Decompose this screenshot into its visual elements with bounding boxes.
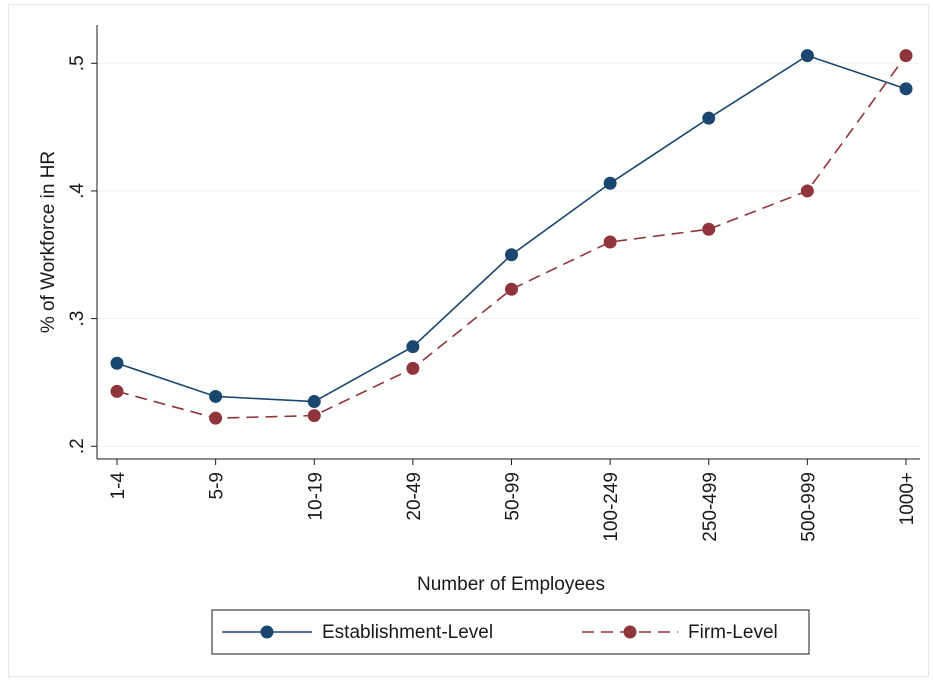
series-0-point-5	[603, 176, 617, 190]
x-ticks: 1-4 5-9 10-19 20-49 50-99 100-249 250-499 500-9…	[108, 459, 918, 542]
legend-marker-0	[260, 625, 274, 639]
x-tick-label-8: 1000+	[897, 472, 918, 525]
series-1-point-0	[110, 384, 124, 398]
series-0-point-6	[702, 111, 716, 125]
series-0-point-4	[505, 248, 518, 262]
chart-border	[8, 4, 929, 677]
series-1-point-8	[899, 49, 913, 63]
x-tick-label-3: 20-49	[404, 472, 425, 521]
series-0-point-1	[209, 389, 223, 403]
y-tick-label-2: .4	[67, 183, 88, 199]
x-tick-label-2: 10-19	[305, 472, 326, 521]
series-0-point-7	[800, 49, 814, 63]
series-line-0	[116, 54, 907, 403]
legend-marker-1	[623, 625, 637, 639]
series-0-point-0	[110, 356, 124, 370]
series-1-point-1	[209, 411, 223, 425]
legend-label-firm: Firm-Level	[688, 622, 778, 643]
x-tick-label-0: 1-4	[108, 472, 129, 500]
series-1-point-4	[505, 282, 518, 296]
series-0-point-2	[307, 395, 321, 409]
series-1-point-6	[702, 222, 716, 236]
y-tick-label-3: .5	[67, 55, 88, 71]
series-1-point-3	[406, 361, 420, 375]
y-ticks: .2 .3 .4 .5	[67, 55, 97, 454]
series-1-point-5	[603, 235, 617, 249]
y-tick-label-0: .2	[67, 438, 88, 454]
legend-label-establishment: Establishment-Level	[322, 622, 493, 643]
x-axis-label: Number of Employees	[417, 574, 605, 595]
x-tick-label-5: 100-249	[601, 472, 622, 542]
series-0-point-3	[406, 340, 420, 354]
series	[110, 49, 913, 425]
x-tick-label-1: 5-9	[207, 472, 228, 499]
x-tick-label-4: 50-99	[503, 472, 524, 521]
legend: Establishment-Level Firm-Level	[211, 609, 810, 655]
y-axis-label: % of Workforce in HR	[38, 151, 59, 333]
x-tick-label-7: 500-999	[798, 472, 819, 542]
x-tick-label-6: 250-499	[700, 472, 721, 542]
grid-lines	[97, 62, 920, 447]
y-tick-label-1: .3	[67, 311, 88, 327]
series-1-point-2	[307, 409, 321, 423]
series-line-1	[116, 55, 907, 419]
series-0-point-8	[899, 82, 913, 96]
legend-items	[222, 625, 678, 639]
series-1-point-7	[800, 184, 814, 198]
